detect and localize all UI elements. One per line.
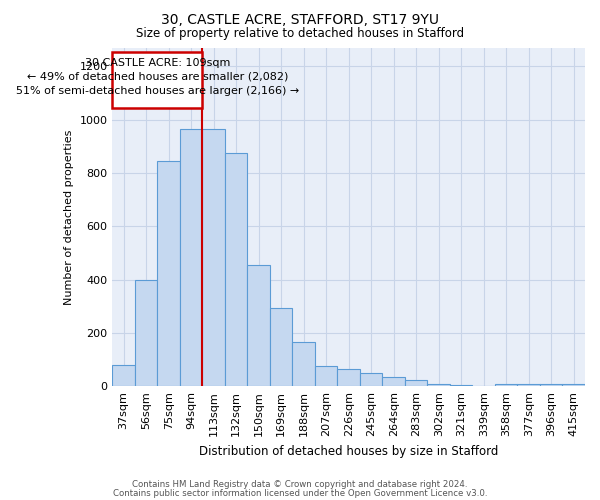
Bar <box>562 384 585 386</box>
Text: 30 CASTLE ACRE: 109sqm: 30 CASTLE ACRE: 109sqm <box>85 58 230 68</box>
FancyBboxPatch shape <box>112 52 202 108</box>
Bar <box>225 153 247 386</box>
Text: Contains HM Land Registry data © Crown copyright and database right 2024.: Contains HM Land Registry data © Crown c… <box>132 480 468 489</box>
Bar <box>180 129 202 386</box>
Bar <box>315 366 337 386</box>
Text: Size of property relative to detached houses in Stafford: Size of property relative to detached ho… <box>136 28 464 40</box>
X-axis label: Distribution of detached houses by size in Stafford: Distribution of detached houses by size … <box>199 444 499 458</box>
Bar <box>247 265 270 386</box>
Bar <box>202 129 225 386</box>
Bar <box>360 373 382 386</box>
Text: 30, CASTLE ACRE, STAFFORD, ST17 9YU: 30, CASTLE ACRE, STAFFORD, ST17 9YU <box>161 12 439 26</box>
Bar <box>382 377 405 386</box>
Bar <box>540 384 562 386</box>
Bar <box>517 384 540 386</box>
Text: Contains public sector information licensed under the Open Government Licence v3: Contains public sector information licen… <box>113 488 487 498</box>
Bar <box>112 365 135 386</box>
Bar <box>135 280 157 386</box>
Text: ← 49% of detached houses are smaller (2,082): ← 49% of detached houses are smaller (2,… <box>26 72 288 82</box>
Y-axis label: Number of detached properties: Number of detached properties <box>64 129 74 304</box>
Text: 51% of semi-detached houses are larger (2,166) →: 51% of semi-detached houses are larger (… <box>16 86 299 96</box>
Bar <box>292 342 315 386</box>
Bar <box>495 384 517 386</box>
Bar <box>450 385 472 386</box>
Bar <box>270 308 292 386</box>
Bar <box>337 369 360 386</box>
Bar <box>157 161 180 386</box>
Bar <box>427 384 450 386</box>
Bar <box>405 380 427 386</box>
